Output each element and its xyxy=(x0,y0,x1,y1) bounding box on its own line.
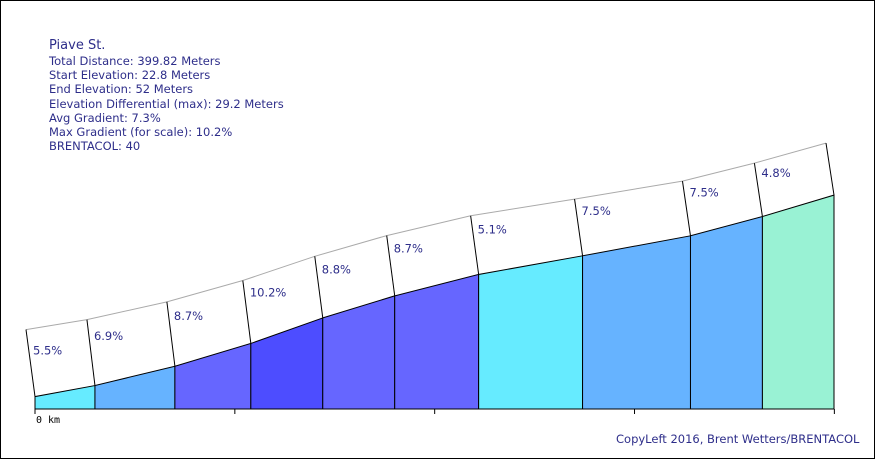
gradient-label-7: 5.1% xyxy=(478,222,507,236)
gradient-label-3: 8.7% xyxy=(174,309,203,323)
segment-divider-1 xyxy=(86,319,96,386)
segment-fill-5 xyxy=(322,295,396,410)
segment-divider-4 xyxy=(314,256,324,318)
total-distance: Total Distance: 399.82 Meters xyxy=(49,54,221,68)
distance-axis: 0 km xyxy=(34,408,835,426)
route-info: Piave St. Total Distance: 399.82 Meters … xyxy=(49,38,284,153)
start-elevation: Start Elevation: 22.8 Meters xyxy=(49,68,211,83)
segment-divider-2 xyxy=(166,301,176,367)
segment-divider-0 xyxy=(25,329,36,397)
gradient-label-4: 10.2% xyxy=(250,285,287,299)
segment-divider-7 xyxy=(574,199,584,256)
segment-fill-10 xyxy=(761,194,835,410)
segment-fill-2 xyxy=(94,365,176,410)
route-title: Piave St. xyxy=(49,38,106,53)
axis-tick-label-0: 0 km xyxy=(36,415,60,426)
segment-fill-6 xyxy=(394,273,480,410)
segment-fill-1 xyxy=(34,384,96,410)
segment-divider-5 xyxy=(386,235,396,296)
segment-fill-4 xyxy=(250,317,324,410)
elevation-differential: Elevation Differential (max): 29.2 Meter… xyxy=(49,96,284,111)
gradient-labels: 5.5% 6.9% 8.7% 10.2% 8.8% 8.7% 5.1% 7.5% 7.5% 4.8… xyxy=(33,166,791,358)
segment-divider-8 xyxy=(681,181,691,236)
overlay-lines xyxy=(25,142,835,397)
segment-fill-3 xyxy=(174,342,252,410)
segment-fill-9 xyxy=(689,215,763,410)
segment-divider-9 xyxy=(753,163,763,217)
copyleft-text: CopyLeft 2016, Brent Wetters/BRENTACOL xyxy=(616,432,860,446)
max-gradient: Max Gradient (for scale): 10.2% xyxy=(49,125,233,140)
end-elevation: End Elevation: 52 Meters xyxy=(49,82,194,97)
gradient-label-10: 4.8% xyxy=(761,166,790,180)
avg-gradient: Avg Gradient: 7.3% xyxy=(49,110,161,125)
gradient-label-9: 7.5% xyxy=(689,185,718,199)
gradient-label-1: 5.5% xyxy=(33,344,62,358)
segment-fill-7 xyxy=(478,255,584,410)
segment-divider-6 xyxy=(470,215,480,275)
gradient-label-8: 7.5% xyxy=(582,204,611,218)
segment-divider-10 xyxy=(825,143,835,196)
segment-fills xyxy=(34,194,835,410)
segment-fill-8 xyxy=(582,235,691,410)
segment-divider-3 xyxy=(242,280,252,344)
gradient-label-5: 8.8% xyxy=(322,262,351,276)
brentacol-score: BRENTACOL: 40 xyxy=(49,139,141,154)
gradient-label-6: 8.7% xyxy=(394,241,423,255)
gradient-label-2: 6.9% xyxy=(94,329,123,343)
